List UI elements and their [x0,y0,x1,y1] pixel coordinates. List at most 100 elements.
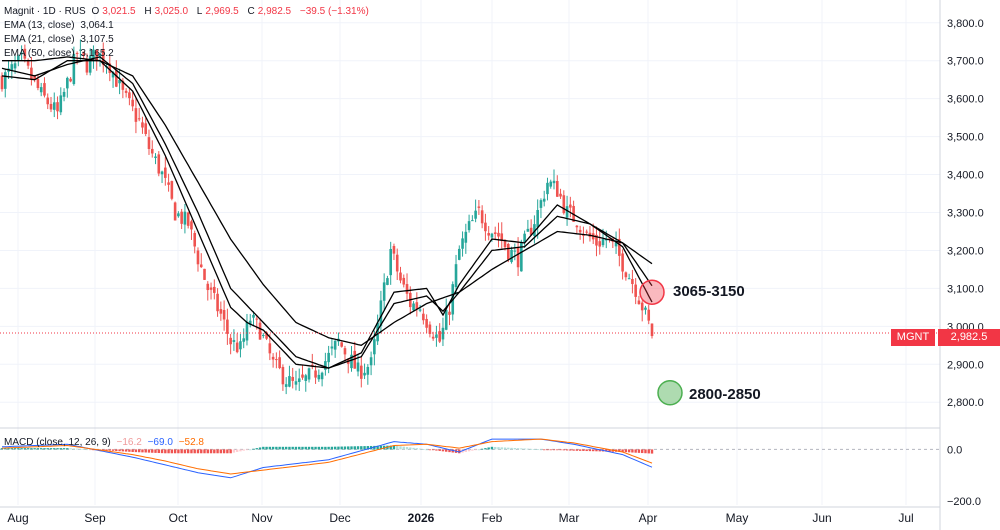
candle [480,205,484,229]
macd-hist-bar [88,449,92,451]
candle [245,313,249,346]
candle-body [425,318,428,328]
candle [183,203,187,234]
candle-body [529,227,533,235]
macd-hist-bar [173,449,177,454]
candle [369,351,373,376]
candle [647,304,651,325]
macd-hist-bar [513,448,517,450]
macd-hist-bar [451,449,454,453]
candle [324,352,327,376]
macd-hist-bar [402,446,405,450]
x-tick-label: Nov [251,511,272,525]
macd-hist-bar [438,449,441,451]
y-tick-label: 3,600.0 [947,94,984,106]
candle-body [75,52,79,54]
candle [147,129,151,155]
macd-hist-bar [147,449,151,453]
macd-hist-bar [115,449,118,452]
candle-body [203,268,206,280]
macd-hist-bar [128,449,131,452]
resistance-zone-marker [639,279,665,305]
ema21-label: EMA (21, close) [4,34,75,45]
macd-hist-bar [418,448,422,450]
candle [180,208,183,230]
macd-hist-bar [366,446,370,450]
candle-body [307,368,311,380]
macd-hist-bar [200,449,203,454]
x-tick-label: Oct [169,511,188,525]
ema-50-line [2,56,653,346]
candle [186,211,190,229]
macd-hist-bar [203,449,206,454]
candle-body [17,55,20,61]
candle [20,45,23,61]
y-tick-label: 3,500.0 [947,132,984,144]
candle-body [284,384,288,387]
candle [382,273,386,311]
ticker-tag: MGNT [891,329,935,346]
ema13-value: 3,064.1 [80,20,114,31]
macd-hist-bar [102,449,105,451]
candle-body [503,239,507,248]
h-label: H [144,6,152,17]
candle [43,77,46,98]
ticker-label: MGNT [896,331,930,343]
candle-body [497,232,500,237]
candle [196,247,200,272]
x-tick-label: Apr [639,511,658,525]
candle [193,230,197,254]
macd-hist-bar [151,449,154,453]
candle [291,367,295,389]
y-tick-label: 3,800.0 [947,18,984,30]
candle [555,175,559,197]
macd-hist-bar [196,449,200,454]
candle [506,242,510,263]
x-tick-label: Sep [84,511,106,525]
candle-body [88,56,92,73]
macd-hist-bar [412,447,415,450]
candle [621,249,624,280]
candle [343,345,347,362]
candle-body [193,233,197,247]
legend-ema21: EMA (21, close) 3,107.5 [4,34,117,45]
candle [278,350,281,370]
candle [340,341,343,348]
candle [85,53,89,76]
candle-body [454,264,458,288]
candle [229,333,232,355]
candle-body [232,340,236,342]
macd-hist-bar [340,446,343,450]
ema50-value: 3,165.2 [80,48,114,59]
y-tick-label: 3,200.0 [947,245,984,257]
candle-body [30,67,33,80]
candle [510,246,513,264]
candle-body [353,350,357,369]
candle-body [650,323,654,337]
macd-hist-bar [516,448,520,450]
candle [356,355,360,377]
candle [275,352,278,369]
candle-body [422,313,425,321]
candle-body [373,339,376,355]
candle-body [448,311,451,315]
macd-hist-bar [190,449,193,454]
macd-hist-bar [588,449,592,452]
candle [131,91,134,112]
candle-body [3,72,7,89]
candle [389,241,392,285]
candle-body [157,154,161,174]
candle [124,88,128,98]
macd-hist-bar [30,448,33,450]
candle-body [291,376,295,381]
macd-hist-bar [399,446,402,450]
candle-body [268,343,272,354]
candle-body [395,254,399,272]
macd-hist-bar [546,449,549,451]
candle-body [324,361,327,370]
candle-body [255,318,259,320]
macd-hist-bar [167,449,170,454]
macd-hist-bar [7,448,10,450]
candle-body [412,303,415,311]
macd-hist-bar [144,449,147,453]
